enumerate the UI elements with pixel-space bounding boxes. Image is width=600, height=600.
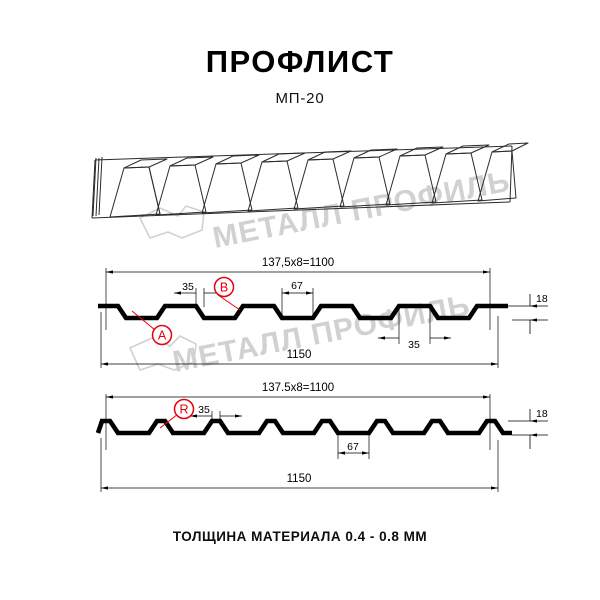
callout-b: B	[213, 276, 241, 311]
material-thickness-note: ТОЛЩИНА МАТЕРИАЛА 0.4 - 0.8 ММ	[172, 529, 428, 544]
page-title: ПРОФЛИСТ	[205, 44, 395, 79]
isometric-corrugated-sheet	[91, 142, 529, 219]
dimension-label-67: 67	[291, 280, 303, 292]
callout-a-leader	[131, 310, 156, 331]
profile-cross-section-bottom	[95, 418, 512, 436]
dimension-label-pitch-total: 137.5x8=1100	[262, 382, 334, 394]
callout-r-leader	[159, 413, 179, 429]
dimension-label-18: 18	[536, 408, 548, 420]
callout-a: A	[131, 310, 173, 346]
watermark-lower: МЕТАЛЛ ПРОФИЛЬ	[128, 289, 473, 379]
page-subtitle: МП-20	[275, 89, 325, 107]
section-view-a-b: 137,5x8=1100 1150 35 67 35 18	[98, 257, 548, 368]
dimension-label-67: 67	[347, 441, 359, 453]
dimension-label-pitch-total: 137,5x8=1100	[262, 257, 334, 269]
dimension-label-overall-width: 1150	[287, 349, 312, 361]
dimension-label-35: 35	[198, 404, 210, 416]
profile-cross-section-top	[98, 303, 508, 321]
callout-r-circle	[173, 398, 195, 420]
callout-a-circle	[151, 324, 173, 346]
dimension-label-35-upper: 35	[182, 281, 194, 293]
watermark-text: МЕТАЛЛ ПРОФИЛЬ	[170, 289, 473, 379]
dimension-label-overall-width: 1150	[287, 473, 312, 485]
callout-b-label: B	[220, 281, 228, 295]
callout-r: R	[159, 398, 195, 429]
section-view-r: 137.5x8=1100 1150 35 67 18 R	[95, 382, 548, 492]
title-block: ПРОФЛИСТ МП-20	[0, 44, 600, 107]
dimension-label-35-lower: 35	[408, 339, 420, 351]
watermark-text: МЕТАЛЛ ПРОФИЛЬ	[210, 165, 513, 255]
callout-a-label: A	[158, 329, 167, 343]
callout-r-label: R	[179, 403, 188, 417]
watermark-upper: МЕТАЛЛ ПРОФИЛЬ	[138, 165, 513, 255]
callout-b-circle	[213, 276, 235, 298]
dimension-label-18: 18	[536, 293, 548, 305]
watermark-logo-icon	[138, 205, 205, 239]
callout-b-leader	[217, 294, 241, 311]
